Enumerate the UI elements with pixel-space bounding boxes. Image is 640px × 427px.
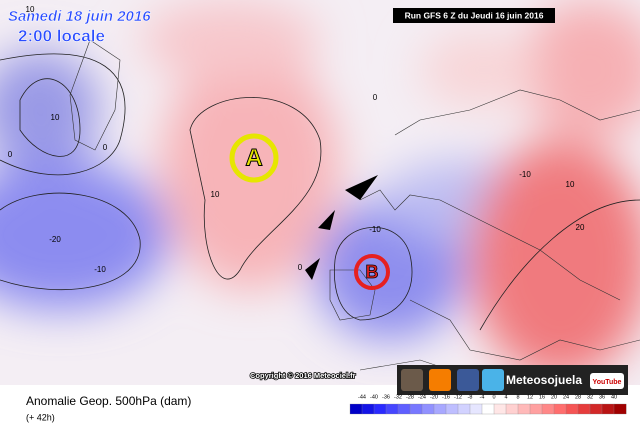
colorbar-cell bbox=[469, 403, 483, 415]
colorbar-cell bbox=[493, 403, 507, 415]
colorbar-cell bbox=[589, 403, 603, 415]
valid-time: 2:00 locale bbox=[18, 26, 105, 45]
colorbar-cell bbox=[433, 403, 447, 415]
colorbar-cell bbox=[409, 403, 423, 415]
colorbar-label: -16 bbox=[442, 394, 450, 400]
colorbar-label: 36 bbox=[599, 394, 605, 400]
run-box bbox=[393, 8, 555, 23]
colorbar-label: 28 bbox=[575, 394, 581, 400]
colorbar-cell bbox=[529, 403, 543, 415]
contour-label: -10 bbox=[519, 170, 531, 179]
contour-label: 10 bbox=[211, 190, 220, 199]
colorbar-label: -28 bbox=[406, 394, 414, 400]
youtube[interactable]: YouTube bbox=[593, 379, 622, 386]
colorbar-label: -40 bbox=[370, 394, 378, 400]
colorbar-cell bbox=[505, 403, 519, 415]
contour-label: 10 bbox=[26, 5, 35, 14]
colorbar-cell bbox=[613, 403, 627, 415]
colorbar-label: 16 bbox=[539, 394, 545, 400]
brand[interactable]: Meteosojuela bbox=[506, 373, 582, 387]
colorbar-label: 20 bbox=[551, 394, 557, 400]
pressure-symbols: A B bbox=[229, 133, 390, 290]
colorbar-cell bbox=[385, 403, 399, 415]
contour-label: 10 bbox=[51, 113, 60, 122]
colorbar-cell bbox=[577, 403, 591, 415]
colorbar-cell bbox=[361, 403, 375, 415]
lead-time: (+ 42h) bbox=[26, 412, 55, 422]
colorbar-label: 32 bbox=[587, 394, 593, 400]
anomaly-field bbox=[0, 0, 640, 385]
colorbar-cell bbox=[565, 403, 579, 415]
colorbar-cell bbox=[553, 403, 567, 415]
colorbar-cell bbox=[517, 403, 531, 415]
contour-label: 0 bbox=[8, 150, 13, 159]
colorbar-label: -12 bbox=[454, 394, 462, 400]
colorbar-label: 40 bbox=[611, 394, 617, 400]
contour-label: 0 bbox=[298, 263, 303, 272]
colorbar-cell bbox=[601, 403, 615, 415]
low-label: B bbox=[366, 262, 379, 282]
contour-label: -10 bbox=[369, 225, 381, 234]
contour-label: -20 bbox=[49, 235, 61, 244]
colorbar-cell bbox=[445, 403, 459, 415]
colorbar-cell bbox=[541, 403, 555, 415]
colorbar-label: -24 bbox=[418, 394, 426, 400]
colorbar-cell bbox=[349, 403, 363, 415]
copyright: Copyright © 2016 Meteociel.fr bbox=[250, 371, 356, 380]
colorbar-label: 8 bbox=[516, 394, 519, 400]
contour-label: 0 bbox=[103, 143, 108, 152]
colorbar-cell bbox=[421, 403, 435, 415]
colorbar-label: -20 bbox=[430, 394, 438, 400]
colorbar-label: -8 bbox=[468, 394, 473, 400]
colorbar-cell bbox=[481, 403, 495, 415]
contour-label: -10 bbox=[94, 265, 106, 274]
colorbar-cell bbox=[373, 403, 387, 415]
colorbar-cell bbox=[397, 403, 411, 415]
valid-date: Samedi 18 juin 2016 bbox=[8, 8, 151, 25]
colorbar: -44 -40 -36 -32 -28 -24 -20 -16 -12 -8 -4 0 4 8 12 16 20… bbox=[349, 394, 627, 415]
colorbar-label: -36 bbox=[382, 394, 390, 400]
contour-label: 20 bbox=[576, 223, 585, 232]
colorbar-label: -4 bbox=[480, 394, 485, 400]
high-label: A bbox=[245, 144, 262, 171]
social-banner: Meteosojuela YouTube bbox=[397, 365, 628, 395]
colorbar-label: -32 bbox=[394, 394, 402, 400]
colorbar-label: 24 bbox=[563, 394, 569, 400]
contour-label: 10 bbox=[566, 180, 575, 189]
run-info: Run GFS 6 Z du Jeudi 16 juin 2016 bbox=[405, 10, 544, 20]
caption: Anomalie Geop. 500hPa (dam) bbox=[26, 394, 191, 408]
colorbar-label: 12 bbox=[527, 394, 533, 400]
colorbar-label: 0 bbox=[492, 394, 495, 400]
contour-labels: 10 10 0 0 -20 -10 10 0 0 -10 -10 10 20 bbox=[8, 5, 585, 274]
colorbar-cell bbox=[457, 403, 471, 415]
contour-label: 0 bbox=[373, 93, 378, 102]
colorbar-label: -44 bbox=[358, 394, 366, 400]
colorbar-label: 4 bbox=[504, 394, 507, 400]
